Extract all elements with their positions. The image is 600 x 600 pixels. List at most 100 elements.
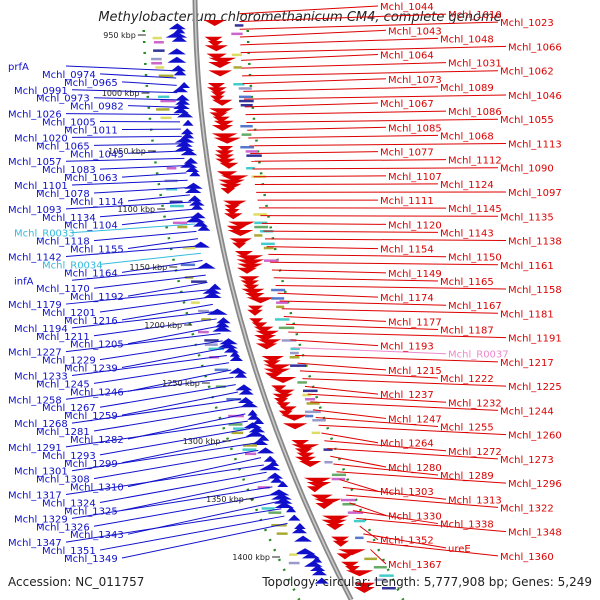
left-gene-label[interactable]: Mchl_1201 xyxy=(42,308,96,319)
left-gene-label[interactable]: Mchl_1065 xyxy=(36,141,90,152)
right-gene-label[interactable]: Mchl_1086 xyxy=(448,107,502,118)
left-gene-label[interactable]: Mchl_1326 xyxy=(36,522,90,533)
right-gene-label[interactable]: Mchl_1191 xyxy=(508,334,562,345)
left-gene-label[interactable]: Mchl_1045 xyxy=(70,149,124,160)
right-gene-label[interactable]: Mchl_1222 xyxy=(440,374,494,385)
left-gene-label[interactable]: Mchl_1233 xyxy=(14,371,68,382)
right-gene-label[interactable]: Mchl_1112 xyxy=(448,156,502,167)
left-gene-label[interactable]: Mchl_1291 xyxy=(8,443,62,454)
left-gene-label[interactable]: Mchl_1349 xyxy=(64,554,118,565)
right-gene-label[interactable]: Mchl_1066 xyxy=(508,42,562,53)
left-gene-label[interactable]: Mchl_1118 xyxy=(36,237,90,248)
left-gene-label[interactable]: Mchl_1317 xyxy=(8,491,62,502)
left-gene-label[interactable]: Mchl_1324 xyxy=(42,498,96,509)
left-gene-label[interactable]: Mchl_1301 xyxy=(14,467,68,478)
left-gene-label[interactable]: Mchl_R0034 xyxy=(42,260,103,271)
left-gene-label[interactable]: Mchl_1245 xyxy=(36,379,90,390)
left-gene-label[interactable]: Mchl_1259 xyxy=(64,411,118,422)
right-gene-label[interactable]: Mchl_1145 xyxy=(448,204,502,215)
right-gene-label[interactable]: Mchl_1260 xyxy=(508,431,562,442)
left-gene-label[interactable]: Mchl_0974 xyxy=(42,70,96,81)
right-gene-label[interactable]: Mchl_1135 xyxy=(500,212,554,223)
right-gene-label[interactable]: Mchl_1048 xyxy=(440,34,494,45)
right-gene-label[interactable]: Mchl_1085 xyxy=(388,123,442,134)
left-gene-label[interactable]: Mchl_1155 xyxy=(70,245,124,256)
left-gene-label[interactable]: Mchl_1310 xyxy=(70,483,124,494)
left-gene-label[interactable]: Mchl_1205 xyxy=(70,340,124,351)
left-gene-label[interactable]: Mchl_1267 xyxy=(42,403,96,414)
left-gene-label[interactable]: Mchl_1329 xyxy=(14,514,68,525)
right-gene-label[interactable]: Mchl_1107 xyxy=(388,172,442,183)
right-gene-label[interactable]: Mchl_1111 xyxy=(380,196,434,207)
right-gene-label[interactable]: Mchl_1338 xyxy=(440,520,494,531)
right-gene-label[interactable]: Mchl_1062 xyxy=(500,67,554,78)
right-gene-label[interactable]: Mchl_1165 xyxy=(440,277,494,288)
right-gene-label[interactable]: Mchl_1181 xyxy=(500,309,554,320)
right-gene-label[interactable]: Mchl_1138 xyxy=(508,237,562,248)
left-gene-label[interactable]: Mchl_1227 xyxy=(8,348,62,359)
left-gene-label[interactable]: Mchl_1011 xyxy=(64,125,118,136)
right-gene-label[interactable]: Mchl_1089 xyxy=(440,83,494,94)
right-gene-label[interactable]: Mchl_1237 xyxy=(380,390,434,401)
left-gene-label[interactable]: Mchl_1142 xyxy=(8,252,62,263)
right-gene-label[interactable]: Mchl_1187 xyxy=(440,325,494,336)
right-gene-label[interactable]: Mchl_1143 xyxy=(440,228,494,239)
left-gene-label[interactable]: Mchl_1179 xyxy=(8,300,62,311)
left-gene-label[interactable]: Mchl_1194 xyxy=(14,324,68,335)
left-gene-label[interactable]: Mchl_1078 xyxy=(36,189,90,200)
left-gene-label[interactable]: Mchl_1211 xyxy=(36,332,90,343)
left-gene-label[interactable]: Mchl_0982 xyxy=(70,102,124,113)
right-gene-label[interactable]: Mchl_1217 xyxy=(500,358,554,369)
left-gene-label[interactable]: Mchl_1104 xyxy=(64,221,118,232)
right-gene-label[interactable]: Mchl_1154 xyxy=(380,245,434,256)
left-gene-label[interactable]: Mchl_1216 xyxy=(64,316,118,327)
right-gene-label[interactable]: Mchl_1150 xyxy=(448,253,502,264)
right-gene-label[interactable]: Mchl_1174 xyxy=(380,293,434,304)
left-gene-label[interactable]: Mchl_1246 xyxy=(70,387,124,398)
right-gene-label[interactable]: Mchl_1322 xyxy=(500,503,554,514)
right-gene-label[interactable]: Mchl_1303 xyxy=(380,487,434,498)
right-gene-label[interactable]: ureE xyxy=(448,544,471,555)
right-gene-label[interactable]: Mchl_R0037 xyxy=(448,350,509,361)
right-gene-label[interactable]: Mchl_1113 xyxy=(508,139,562,150)
left-gene-label[interactable]: Mchl_0973 xyxy=(36,94,90,105)
left-gene-label[interactable]: Mchl_1351 xyxy=(42,546,96,557)
left-gene-label[interactable]: Mchl_1063 xyxy=(64,173,118,184)
right-gene-label[interactable]: Mchl_1264 xyxy=(380,439,434,450)
right-gene-label[interactable]: Mchl_1023 xyxy=(500,18,554,29)
right-gene-label[interactable]: Mchl_1090 xyxy=(500,164,554,175)
right-gene-label[interactable]: Mchl_1177 xyxy=(388,317,442,328)
left-gene-label[interactable]: Mchl_1164 xyxy=(64,268,118,279)
left-gene-label[interactable]: Mchl_1020 xyxy=(14,133,68,144)
right-gene-label[interactable]: Mchl_1031 xyxy=(448,59,502,70)
right-gene-label[interactable]: Mchl_1055 xyxy=(500,115,554,126)
right-gene-label[interactable]: Mchl_1043 xyxy=(388,26,442,37)
right-gene-label[interactable]: Mchl_1167 xyxy=(448,301,502,312)
left-gene-label[interactable]: prfA xyxy=(8,62,29,73)
right-gene-label[interactable]: Mchl_1149 xyxy=(388,269,442,280)
left-gene-label[interactable]: Mchl_1347 xyxy=(8,538,62,549)
left-gene-label[interactable]: Mchl_0991 xyxy=(14,86,68,97)
right-gene-label[interactable]: Mchl_1044 xyxy=(380,2,434,13)
left-gene-label[interactable]: Mchl_0965 xyxy=(64,78,118,89)
left-gene-label[interactable]: Mchl_1268 xyxy=(14,419,68,430)
left-gene-label[interactable]: Mchl_1093 xyxy=(8,205,62,216)
left-gene-label[interactable]: Mchl_1281 xyxy=(36,427,90,438)
right-gene-label[interactable]: Mchl_1120 xyxy=(388,220,442,231)
left-gene-label[interactable]: Mchl_1258 xyxy=(8,395,62,406)
left-gene-label[interactable]: infA xyxy=(14,276,34,287)
left-gene-label[interactable]: Mchl_1114 xyxy=(70,197,124,208)
left-gene-label[interactable]: Mchl_1005 xyxy=(42,118,96,129)
left-gene-label[interactable]: Mchl_1229 xyxy=(42,356,96,367)
right-gene-label[interactable]: Mchl_1280 xyxy=(388,463,442,474)
left-gene-label[interactable]: Mchl_1101 xyxy=(14,181,68,192)
right-gene-label[interactable]: Mchl_1367 xyxy=(388,560,442,571)
right-gene-label[interactable]: Mchl_1313 xyxy=(448,495,502,506)
right-gene-label[interactable]: Mchl_1067 xyxy=(380,99,434,110)
right-gene-label[interactable]: Mchl_1215 xyxy=(388,366,442,377)
left-gene-label[interactable]: Mchl_1239 xyxy=(64,364,118,375)
right-gene-label[interactable]: Mchl_1244 xyxy=(500,406,554,417)
right-gene-label[interactable]: Mchl_1068 xyxy=(440,131,494,142)
left-gene-label[interactable]: Mchl_1192 xyxy=(70,292,124,303)
left-gene-label[interactable]: Mchl_1293 xyxy=(42,451,96,462)
